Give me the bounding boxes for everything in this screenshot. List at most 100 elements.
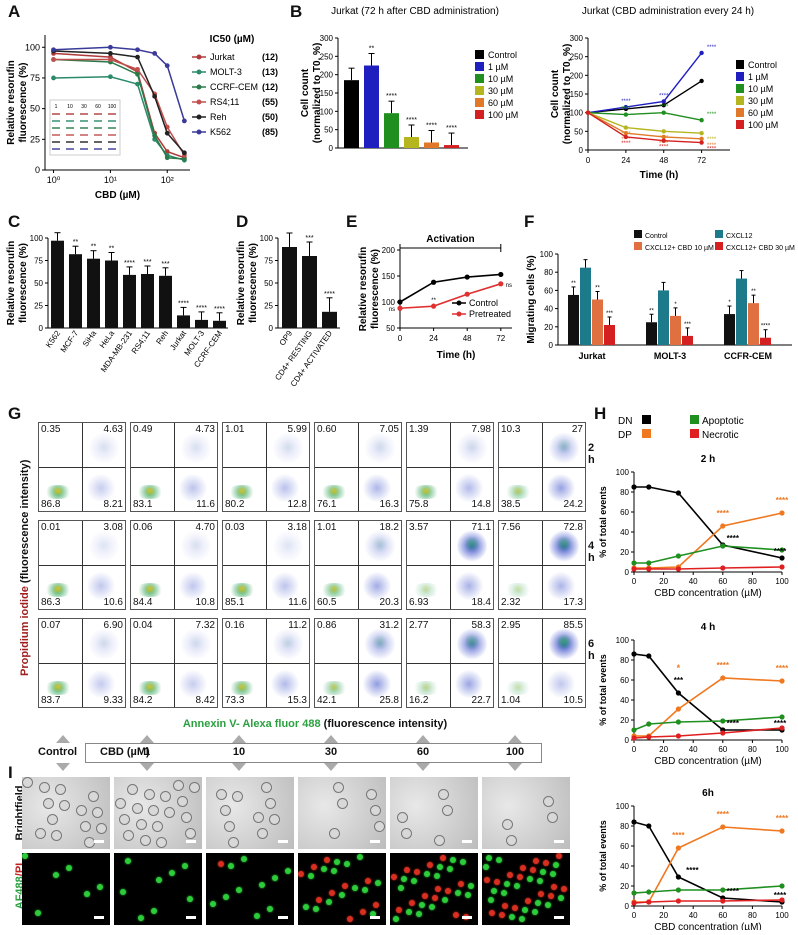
b1-bar [344,80,359,148]
a-xtick-label: 10⁰ [47,175,61,185]
panel-label-c: C [8,212,21,231]
flow-cloud [363,669,391,699]
e-xtick-label: 48 [463,334,472,343]
b1-ytick-label: 0 [329,144,334,153]
h-point [631,651,637,657]
c-ytick-label: 25 [34,302,43,311]
a-xtick-label: 10¹ [104,175,117,185]
cell [181,812,192,823]
h-stars-dp: **** [672,831,685,840]
cell [484,877,490,883]
cell [119,814,130,825]
cell [373,902,379,908]
cell [164,807,175,818]
cell [22,777,33,788]
panel-label-h: H [594,404,607,423]
quadrant-value: 8.42 [195,695,215,706]
cell [414,869,420,875]
quadrant-value: 10.6 [103,597,123,608]
panel-a-chart: 0 25 50 75 100 10⁰ 10¹ 10² CBD (µM) Relative reso… [6,34,278,201]
quadrant-value: 15.3 [287,695,307,706]
f-bar [580,267,591,345]
b1-legend-swatch [475,50,484,59]
h-xtick-label: 100 [775,745,789,754]
cell [84,891,90,897]
f-legend-label: CXCL12+ CBD 30 µM [726,245,795,252]
cell [360,909,366,915]
cell [419,902,425,908]
cell [96,823,107,834]
c-xtick-label: Reh [154,329,170,346]
a-legend-marker [196,114,202,120]
b2-legend-swatch [736,60,744,69]
scale-bar [186,916,196,919]
flow-cloud [457,431,487,465]
quadrant-value: 86.8 [41,499,61,510]
h-xlabel: CBD concentration (µM) [654,922,761,930]
h-xlabel: CBD concentration (µM) [654,588,761,599]
brightfield-image [298,777,386,849]
cell [66,865,72,871]
cell [169,870,175,876]
a-legend-ic50: (12) [262,82,278,92]
cell [160,791,171,802]
f-legend-label: CXCL12 [726,233,753,240]
h-stars-dn: **** [686,866,699,875]
cell [514,883,520,889]
a-point [135,81,140,87]
b2-stars: **** [707,143,717,149]
h-xtick-label: 80 [748,745,757,754]
c-bar [87,258,100,328]
cell [365,878,371,884]
cell [543,860,549,866]
a-ytick-label: 25 [30,134,40,144]
f-bar [670,315,681,345]
c-xtick-label: MCF-7 [59,329,81,355]
a-point [135,54,140,60]
cell [374,821,385,832]
cell [303,904,309,910]
b2-series-line [587,112,702,144]
cell [504,881,510,887]
e-point [431,303,437,309]
b2-point [699,50,704,56]
fluorescence-image [206,853,294,925]
h-plot-title: 6h [702,788,714,799]
triangle-down-icon [508,763,522,771]
quadrant-value: 22.7 [471,695,491,706]
dose-label: 60 [416,746,430,758]
quadrant-value: 72.8 [563,522,583,533]
a-legend-ic50: (85) [262,127,278,137]
flow-cloud [373,437,387,455]
flow-plot: 0.04 7.32 84.2 8.42 [130,618,218,708]
h-xtick-label: 100 [775,911,789,920]
flow-cloud [503,681,533,695]
a-inset-dot [66,148,74,150]
cell [491,888,497,894]
b2-ytick-label: 200 [570,71,584,80]
b2-ylabel-2: (normalized to T0, %) [562,44,573,145]
fluorescence-image [298,853,386,925]
a-inset-dot [52,120,60,122]
quadrant-value: 18.2 [379,522,399,533]
cell [489,910,495,916]
h-point [675,566,681,572]
b2-stars: **** [707,45,717,51]
quadrant-value: 7.05 [379,424,399,435]
flow-plot: 3.57 71.1 6.93 18.4 [406,520,494,610]
a-point [164,130,170,136]
f-ytick-label: 20 [544,323,553,332]
e-bracket-label: Activation [426,234,474,245]
b2-ytick-label: 0 [579,146,584,155]
c-bar [213,320,226,328]
brightfield-image [22,777,110,849]
quadrant-value: 2.77 [409,620,429,631]
e-point [464,274,470,280]
h-legend-label: DP [618,430,632,441]
b2-stars: **** [707,147,717,153]
h-point [779,564,785,570]
cell [535,900,541,906]
h-point [779,714,785,720]
cell [177,796,188,807]
a-point [51,47,56,53]
